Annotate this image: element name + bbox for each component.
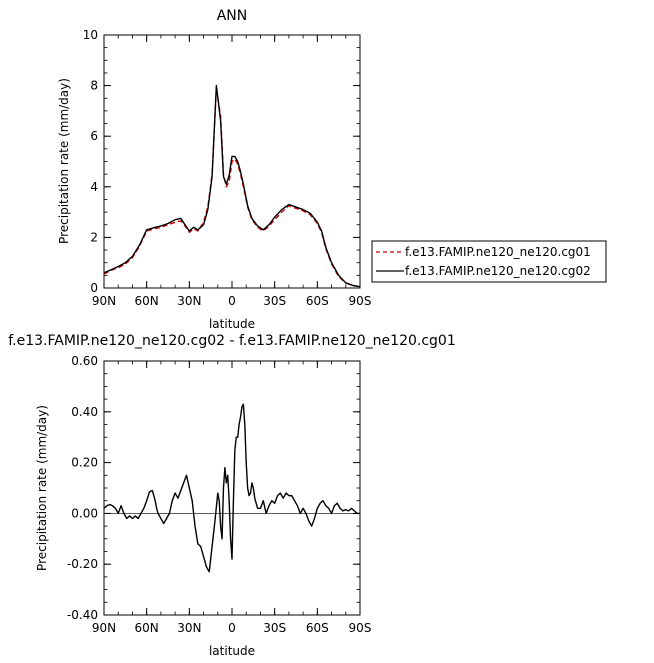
x-tick-label: 90N xyxy=(92,621,116,635)
x-tick-label: 30N xyxy=(177,294,201,308)
x-tick-label: 60S xyxy=(306,621,329,635)
legend: f.e13.FAMIP.ne120_ne120.cg01 f.e13.FAMIP… xyxy=(371,240,607,283)
bottom-y-ticks: -0.40 -0.20 0.00 0.20 0.40 0.60 xyxy=(67,354,360,622)
y-tick-label: -0.20 xyxy=(67,557,98,571)
legend-box xyxy=(371,240,607,283)
y-tick-label: 4 xyxy=(90,180,98,194)
y-tick-label: -0.40 xyxy=(67,608,98,622)
x-tick-label: 0 xyxy=(228,294,236,308)
x-tick-label: 90S xyxy=(349,621,372,635)
x-tick-label: 90S xyxy=(349,294,372,308)
bottom-x-axis-label: latitude xyxy=(209,644,255,658)
bottom-plot-frame xyxy=(103,360,361,616)
series-line xyxy=(103,403,360,573)
y-tick-label: 6 xyxy=(90,129,98,143)
x-tick-label: 30S xyxy=(263,294,286,308)
bottom-series-lines xyxy=(103,403,360,573)
legend-label-cg02: f.e13.FAMIP.ne120_ne120.cg02 xyxy=(405,264,591,278)
y-tick-label: 8 xyxy=(90,79,98,93)
y-tick-label: 2 xyxy=(90,230,98,244)
top-x-axis-label: latitude xyxy=(209,317,255,331)
y-tick-label: 0 xyxy=(90,281,98,295)
top-y-ticks: 0 2 4 6 8 10 xyxy=(83,28,360,295)
top-series-lines xyxy=(103,84,361,288)
y-tick-label: 0.00 xyxy=(71,506,98,520)
bottom-y-axis-label: Precipitation rate (mm/day) xyxy=(35,405,49,571)
y-tick-label: 0.40 xyxy=(71,405,98,419)
x-tick-label: 30N xyxy=(177,621,201,635)
bottom-panel: f.e13.FAMIP.ne120_ne120.cg02 - f.e13.FAM… xyxy=(8,333,456,658)
y-tick-label: 0.20 xyxy=(71,456,98,470)
bottom-x-ticks: 90N 60N 30N 0 30S 60S 90S xyxy=(92,361,372,635)
x-tick-label: 0 xyxy=(228,621,236,635)
x-tick-label: 30S xyxy=(263,621,286,635)
top-panel: ANN 0 2 4 6 8 10 90N 60N 30N 0 30S 60S 90S latitude… xyxy=(57,8,607,331)
x-tick-label: 60N xyxy=(135,294,159,308)
top-panel-title: ANN xyxy=(217,8,248,24)
top-y-axis-label: Precipitation rate (mm/day) xyxy=(57,78,71,244)
top-x-ticks: 90N 60N 30N 0 30S 60S 90S xyxy=(92,35,372,308)
bottom-panel-title: f.e13.FAMIP.ne120_ne120.cg02 - f.e13.FAM… xyxy=(8,333,456,349)
y-tick-label: 10 xyxy=(83,28,98,42)
series-line xyxy=(103,87,361,288)
x-tick-label: 60N xyxy=(135,621,159,635)
x-tick-label: 90N xyxy=(92,294,116,308)
x-tick-label: 60S xyxy=(306,294,329,308)
legend-label-cg01: f.e13.FAMIP.ne120_ne120.cg01 xyxy=(405,245,591,259)
y-tick-label: 0.60 xyxy=(71,354,98,368)
series-line xyxy=(103,84,361,288)
